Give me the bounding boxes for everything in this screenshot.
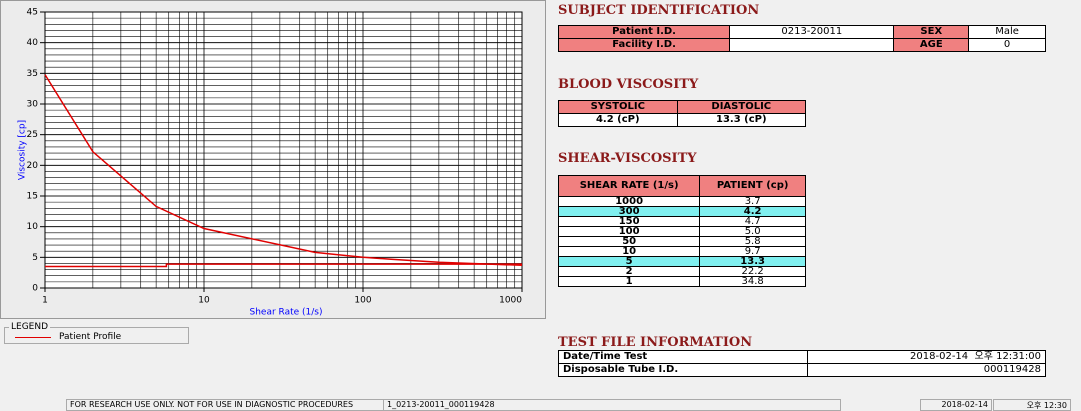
x-axis-label: Shear Rate (1/s): [250, 308, 323, 318]
table-cell: DIASTOLIC: [676, 100, 807, 114]
table-cell: 2018-02-14 오후 12:31:00: [807, 350, 1046, 364]
table-cell: Patient I.D.: [557, 25, 731, 39]
table-row: Facility I.D. AGE 0: [557, 38, 1046, 52]
section-title: BLOOD VISCOSITY: [558, 77, 699, 92]
y-tick-label: 0: [32, 284, 38, 294]
table-cell: 4.2 (cP): [558, 113, 678, 127]
section-title: TEST FILE INFORMATION: [558, 335, 753, 350]
y-tick-label: 45: [27, 8, 38, 18]
table-row: 50 5.8: [557, 236, 806, 247]
table-cell: Facility I.D.: [557, 38, 731, 52]
table-cell: SYSTOLIC: [558, 100, 678, 114]
x-tick-label: 1000: [499, 296, 522, 306]
table-cell: 13.3 (cP): [676, 113, 807, 127]
table-cell: 3.7: [699, 196, 806, 207]
table-cell: Disposable Tube I.D.: [558, 363, 808, 377]
table-cell: [729, 38, 895, 52]
section-title: SHEAR-VISCOSITY: [558, 151, 697, 166]
y-tick-label: 35: [27, 69, 38, 79]
x-tick-label: 1: [42, 296, 48, 306]
table-cell: 9.7: [699, 246, 806, 257]
table-row: 100 5.0: [557, 226, 806, 237]
plot-area: [44, 11, 523, 289]
table-row: Patient I.D. 0213-20011 SEX Male: [557, 25, 1046, 39]
y-tick-label: 20: [27, 161, 39, 171]
y-tick-label: 40: [27, 38, 39, 48]
y-axis-label: Viscosity [cp]: [18, 120, 28, 180]
subject-table: Patient I.D. 0213-20011 SEX Male Facility I.…: [557, 25, 1046, 52]
y-tick-label: 25: [27, 130, 38, 140]
series-line: [45, 263, 522, 268]
table-cell: 0: [968, 38, 1046, 52]
table-cell: 5: [557, 256, 701, 267]
table-row: 4.2 (cP) 13.3 (cP): [558, 113, 807, 127]
table-row: SHEAR RATE (1/s) PATIENT (cp): [557, 175, 806, 197]
table-row: 150 4.7: [557, 216, 806, 227]
test-file-table: Date/Time Test 2018-02-14 오후 12:31:00 Disp…: [558, 350, 1046, 377]
x-tick-label: 10: [198, 296, 210, 306]
table-row: Date/Time Test 2018-02-14 오후 12:31:00: [558, 350, 1046, 364]
table-cell: 100: [557, 226, 701, 237]
table-cell: 10: [557, 246, 701, 257]
status-field: FOR RESEARCH USE ONLY. NOT FOR USE IN DI…: [66, 399, 384, 411]
table-cell: SEX: [893, 25, 970, 39]
table-cell: SHEAR RATE (1/s): [557, 175, 701, 197]
table-cell: AGE: [893, 38, 970, 52]
status-field: 2018-02-14: [920, 399, 992, 411]
table-row: 1000 3.7: [557, 196, 806, 207]
x-tick-label: 100: [354, 296, 371, 306]
y-tick-label: 5: [32, 253, 38, 263]
table-row: 2 22.2: [557, 266, 806, 277]
table-cell: 2: [557, 266, 701, 277]
series-line: [44, 74, 523, 267]
table-row: 10 9.7: [557, 246, 806, 257]
table-cell: 1: [557, 276, 701, 287]
table-cell: 5.0: [699, 226, 806, 237]
section-title: SUBJECT IDENTIFICATION: [558, 3, 760, 18]
table-cell: 50: [557, 236, 701, 247]
table-row: 300 4.2: [557, 206, 806, 217]
shear-table: SHEAR RATE (1/s) PATIENT (cp) 1000 3.7 300 4.…: [557, 175, 806, 287]
table-cell: 300: [557, 206, 701, 217]
table-cell: 4.7: [699, 216, 806, 227]
table-row: Disposable Tube I.D. 000119428: [558, 363, 1046, 377]
table-cell: 150: [557, 216, 701, 227]
chart: Shear Rate (1/s) Viscosity [cp] 0 5 10 15 20…: [0, 0, 546, 319]
y-tick-label: 10: [27, 222, 39, 232]
table-cell: 5.8: [699, 236, 806, 247]
table-cell: 0213-20011: [729, 25, 895, 39]
legend-title: LEGEND: [11, 322, 49, 332]
table-cell: 000119428: [807, 363, 1046, 377]
y-tick-label: 30: [27, 100, 39, 110]
table-cell: 1000: [557, 196, 701, 207]
status-field: 오후 12:30: [993, 399, 1071, 411]
table-cell: 34.8: [699, 276, 806, 287]
legend: LEGEND Patient Profile: [4, 322, 189, 344]
table-row: SYSTOLIC DIASTOLIC: [558, 100, 807, 114]
table-row: 1 34.8: [557, 276, 806, 287]
table-cell: Date/Time Test: [558, 350, 808, 364]
legend-items: Patient Profile: [9, 332, 184, 342]
table-cell: PATIENT (cp): [699, 175, 806, 197]
y-tick-label: 15: [27, 192, 38, 202]
legend-label: Patient Profile: [59, 332, 122, 342]
blood-table: SYSTOLIC DIASTOLIC 4.2 (cP) 13.3 (cP): [558, 100, 807, 127]
legend-entry: Patient Profile: [9, 332, 184, 342]
table-cell: Male: [968, 25, 1046, 39]
table-cell: 4.2: [699, 206, 806, 217]
status-field: 1_0213-20011_000119428: [383, 399, 841, 411]
table-cell: 13.3: [699, 256, 806, 267]
table-cell: 22.2: [699, 266, 806, 277]
legend-swatch: [15, 336, 51, 338]
table-row: 5 13.3: [557, 256, 806, 267]
